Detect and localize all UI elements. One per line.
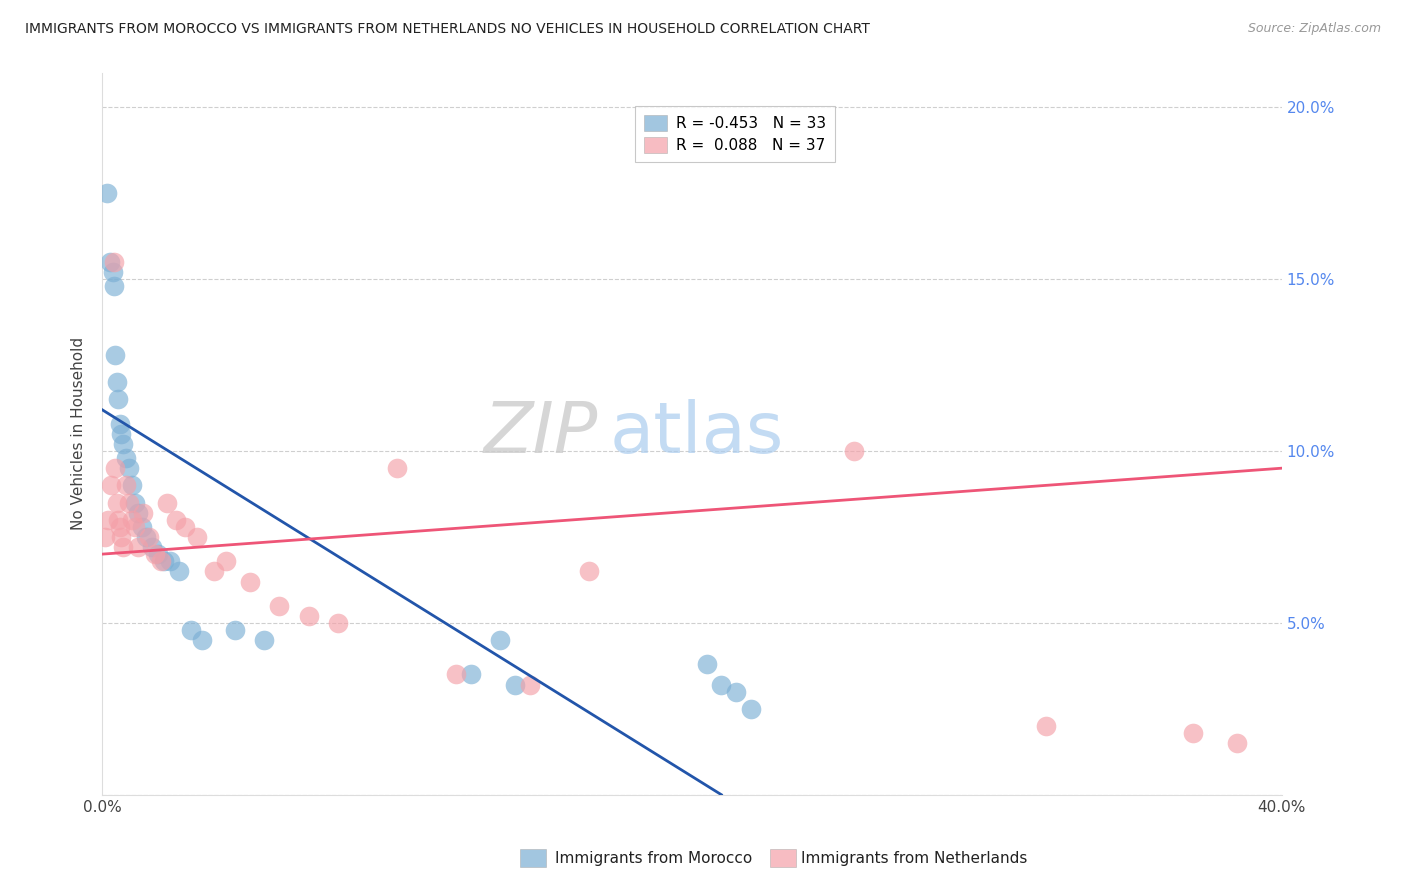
Text: ZIP: ZIP (484, 400, 598, 468)
Point (740, 702, 762, 716)
Point (167, 564, 190, 578)
Point (1182, 726, 1205, 740)
Point (124, 519, 146, 533)
Point (239, 574, 262, 589)
Point (100, 478, 122, 492)
Point (1226, 736, 1249, 750)
Point (224, 623, 246, 637)
Point (269, 599, 291, 613)
Point (186, 530, 208, 544)
Point (105, 376, 128, 390)
Point (127, 506, 149, 520)
Point (103, 279, 125, 293)
Point (297, 609, 319, 624)
Point (107, 513, 129, 527)
Point (104, 461, 127, 475)
Point (150, 554, 173, 568)
Point (105, 495, 128, 509)
Point (503, 678, 526, 692)
Legend: R = -0.453   N = 33, R =  0.088   N = 37: R = -0.453 N = 33, R = 0.088 N = 37 (634, 106, 835, 162)
Point (710, 678, 733, 692)
Point (159, 554, 181, 568)
Point (104, 348, 127, 362)
Point (121, 513, 143, 527)
Point (111, 541, 134, 555)
Point (148, 547, 170, 561)
Point (180, 623, 202, 637)
Point (131, 519, 153, 533)
Text: IMMIGRANTS FROM MOROCCO VS IMMIGRANTS FROM NETHERLANDS NO VEHICLES IN HOUSEHOLD : IMMIGRANTS FROM MOROCCO VS IMMIGRANTS FR… (25, 22, 870, 37)
Point (101, 265, 124, 279)
Point (114, 478, 136, 492)
Text: Immigrants from Morocco: Immigrants from Morocco (555, 851, 752, 865)
Point (153, 554, 176, 568)
Point (143, 547, 166, 561)
Point (110, 426, 132, 441)
Point (111, 437, 134, 451)
Point (135, 530, 157, 544)
Point (519, 678, 541, 692)
Point (108, 519, 131, 533)
Point (578, 564, 600, 578)
Point (94, 530, 117, 544)
Point (460, 667, 482, 681)
Text: atlas: atlas (609, 400, 783, 468)
Point (489, 633, 512, 648)
Point (97, 513, 120, 527)
Point (96, 186, 118, 201)
Point (326, 615, 349, 630)
Point (253, 633, 276, 648)
Text: Immigrants from Netherlands: Immigrants from Netherlands (801, 851, 1028, 865)
Point (444, 667, 467, 681)
Point (121, 478, 143, 492)
Point (165, 513, 187, 527)
Point (385, 461, 408, 475)
Point (118, 495, 141, 509)
Point (132, 506, 155, 520)
Point (141, 541, 163, 555)
Y-axis label: No Vehicles in Household: No Vehicles in Household (72, 337, 86, 531)
Point (110, 530, 132, 544)
Point (725, 684, 748, 698)
Point (127, 541, 149, 555)
Point (696, 657, 718, 672)
Point (138, 530, 160, 544)
Point (202, 564, 225, 578)
Point (842, 444, 865, 458)
Point (107, 392, 129, 407)
Point (98, 255, 121, 269)
Point (103, 255, 125, 269)
Point (114, 450, 136, 465)
Point (124, 495, 146, 509)
Point (108, 417, 131, 431)
Text: Source: ZipAtlas.com: Source: ZipAtlas.com (1247, 22, 1381, 36)
Point (215, 554, 238, 568)
Point (118, 461, 141, 475)
Point (191, 633, 214, 648)
Point (1035, 719, 1057, 733)
Point (173, 519, 195, 533)
Point (156, 495, 179, 509)
